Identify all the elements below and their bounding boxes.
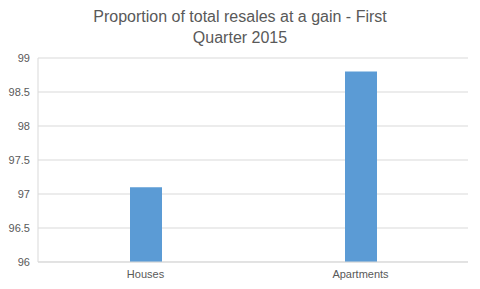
svg-text:97: 97: [18, 188, 30, 200]
svg-text:98.5: 98.5: [9, 86, 30, 98]
svg-text:Houses: Houses: [127, 268, 165, 280]
svg-text:Apartments: Apartments: [332, 268, 389, 280]
svg-text:97.5: 97.5: [9, 154, 30, 166]
svg-text:96: 96: [18, 256, 30, 268]
svg-text:96.5: 96.5: [9, 222, 30, 234]
svg-text:99: 99: [18, 52, 30, 64]
html-text:Proportion of total resales at: Proportion of total resales at a gain - …: [93, 8, 387, 46]
svg-text:98: 98: [18, 120, 30, 132]
